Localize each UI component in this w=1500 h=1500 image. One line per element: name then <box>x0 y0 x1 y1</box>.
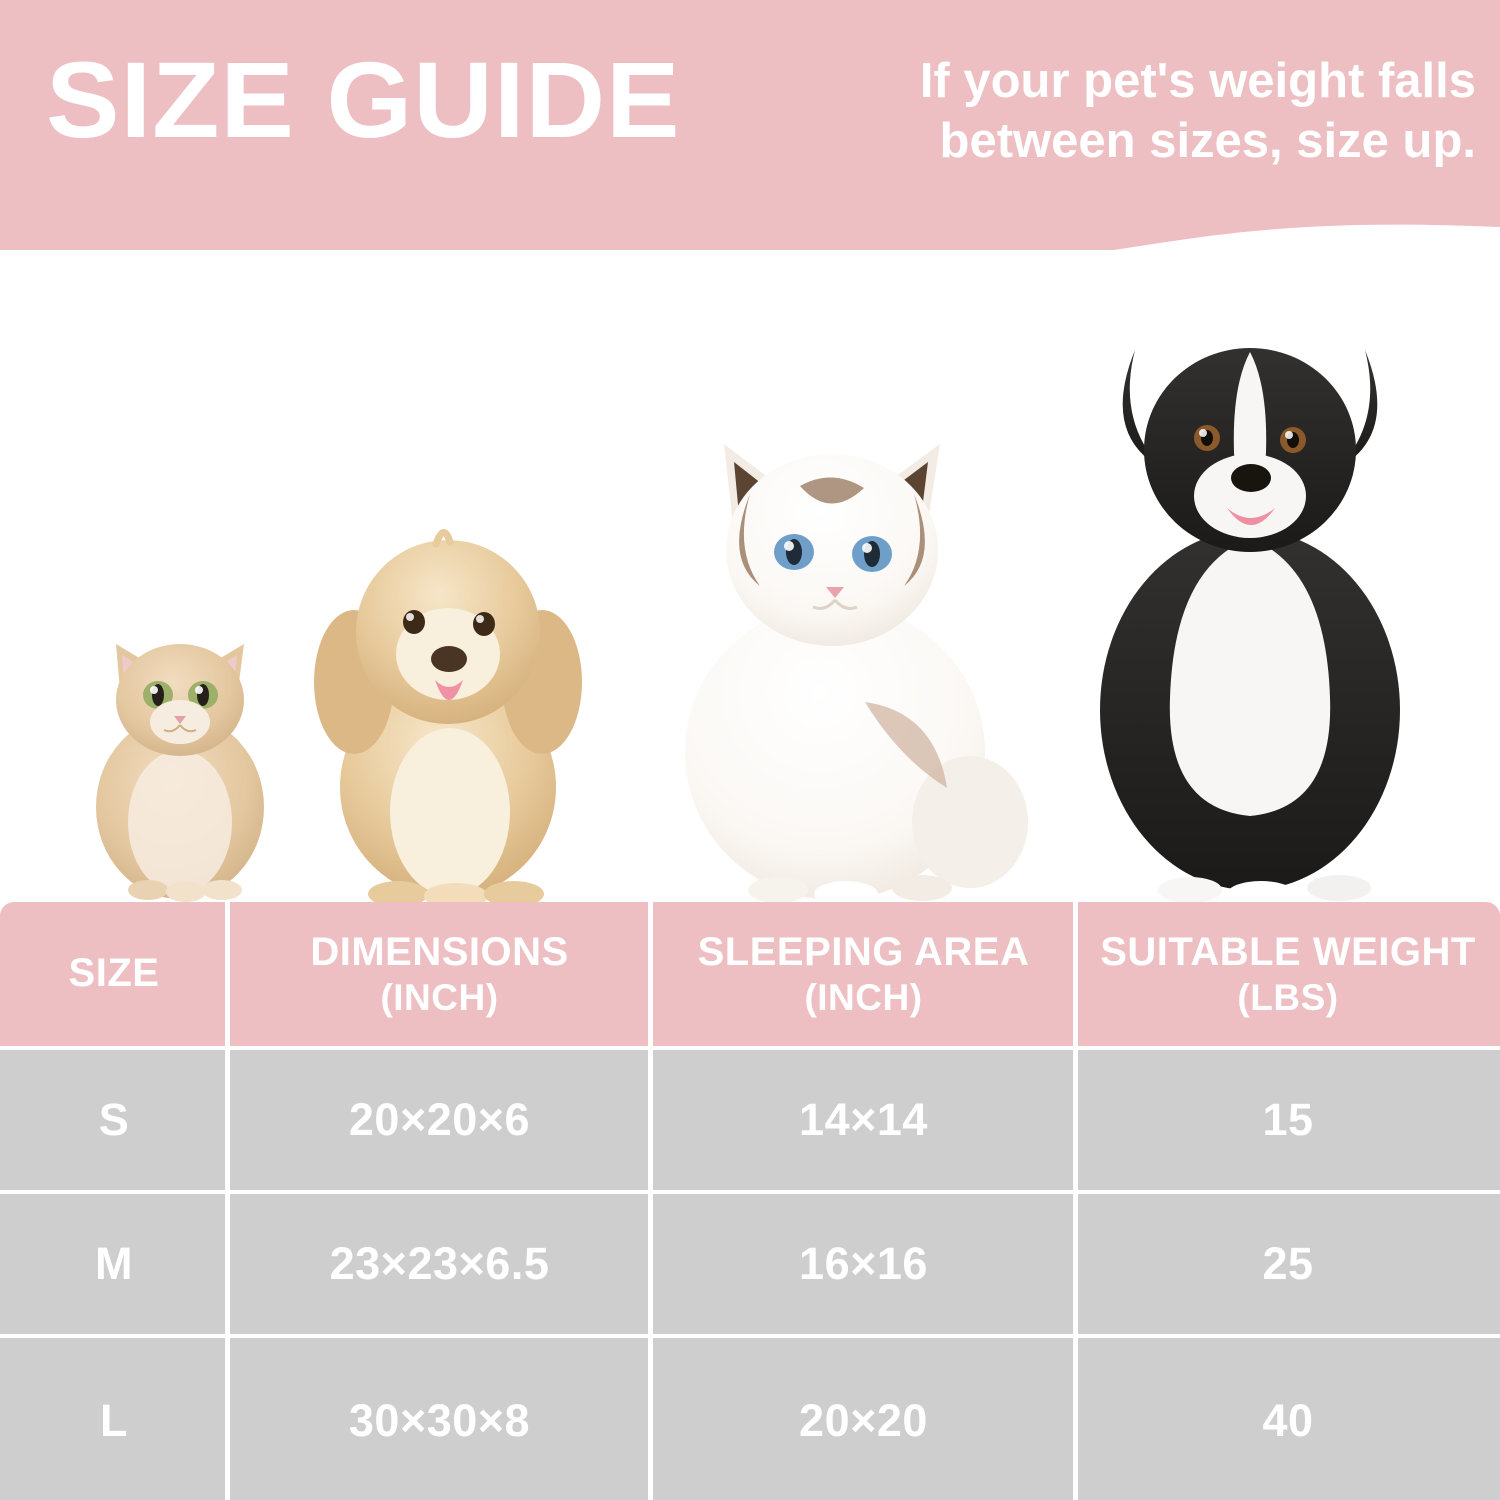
pet-image-small-dog <box>288 482 608 902</box>
pet-image-medium-cat <box>650 402 1040 902</box>
cell-size: S <box>98 1094 130 1145</box>
column-header-suitable-weight: SUITABLE WEIGHT (LBS) <box>1073 902 1500 1046</box>
cell-sleeping-area: 16×16 <box>648 1194 1076 1334</box>
column-header-size: SIZE <box>0 902 228 1046</box>
column-header-suitable-weight-line-1: SUITABLE WEIGHT <box>1100 929 1476 974</box>
cell-dimensions: 30×30×8 <box>225 1338 651 1500</box>
cell-dimensions: 23×23×6.5 <box>225 1194 651 1334</box>
cell-sleeping-area: 14×14 <box>648 1050 1076 1190</box>
cell-dimensions: 20×20×6 <box>225 1050 651 1190</box>
banner-wave-shape <box>0 0 1500 283</box>
column-header-size-line-1: SIZE <box>68 951 160 996</box>
table-row: S 20×20×6 14×14 15 <box>0 1050 1500 1190</box>
column-header-dimensions-unit: (INCH) <box>380 976 499 1018</box>
column-header-dimensions-line-1: DIMENSIONS <box>310 929 569 974</box>
pet-image-small-cat <box>62 582 302 902</box>
column-header-suitable-weight-unit: (LBS) <box>1237 976 1339 1018</box>
column-header-sleeping-area-unit: (INCH) <box>804 976 923 1018</box>
header-banner: SIZE GUIDE If your pet's weight falls be… <box>0 0 1500 290</box>
table-row: M 23×23×6.5 16×16 25 <box>0 1194 1500 1334</box>
cell-sleeping-area: 20×20 <box>648 1338 1076 1500</box>
table-header-row: SIZE DIMENSIONS (INCH) SLEEPING AREA (IN… <box>0 902 1500 1046</box>
header-note-line-2: between sizes, size up. <box>939 113 1476 168</box>
cell-size: M <box>95 1238 133 1289</box>
cell-size: L <box>100 1395 128 1446</box>
pet-image-large-dog <box>1055 290 1445 902</box>
size-chart-table: SIZE DIMENSIONS (INCH) SLEEPING AREA (IN… <box>0 902 1500 1500</box>
page-title: SIZE GUIDE <box>46 39 681 160</box>
header-note-line-1: If your pet's weight falls <box>919 54 1476 108</box>
pet-size-comparison-strip <box>0 250 1500 902</box>
table-row: L 30×30×8 20×20 40 <box>0 1338 1500 1500</box>
cell-suitable-weight: 40 <box>1073 1338 1500 1500</box>
cell-suitable-weight: 25 <box>1073 1194 1500 1334</box>
cell-suitable-weight: 15 <box>1073 1050 1500 1190</box>
column-header-dimensions: DIMENSIONS (INCH) <box>225 902 651 1046</box>
header-note: If your pet's weight falls between sizes… <box>796 52 1476 172</box>
column-header-sleeping-area-line-1: SLEEPING AREA <box>697 929 1030 974</box>
column-header-sleeping-area: SLEEPING AREA (INCH) <box>648 902 1076 1046</box>
